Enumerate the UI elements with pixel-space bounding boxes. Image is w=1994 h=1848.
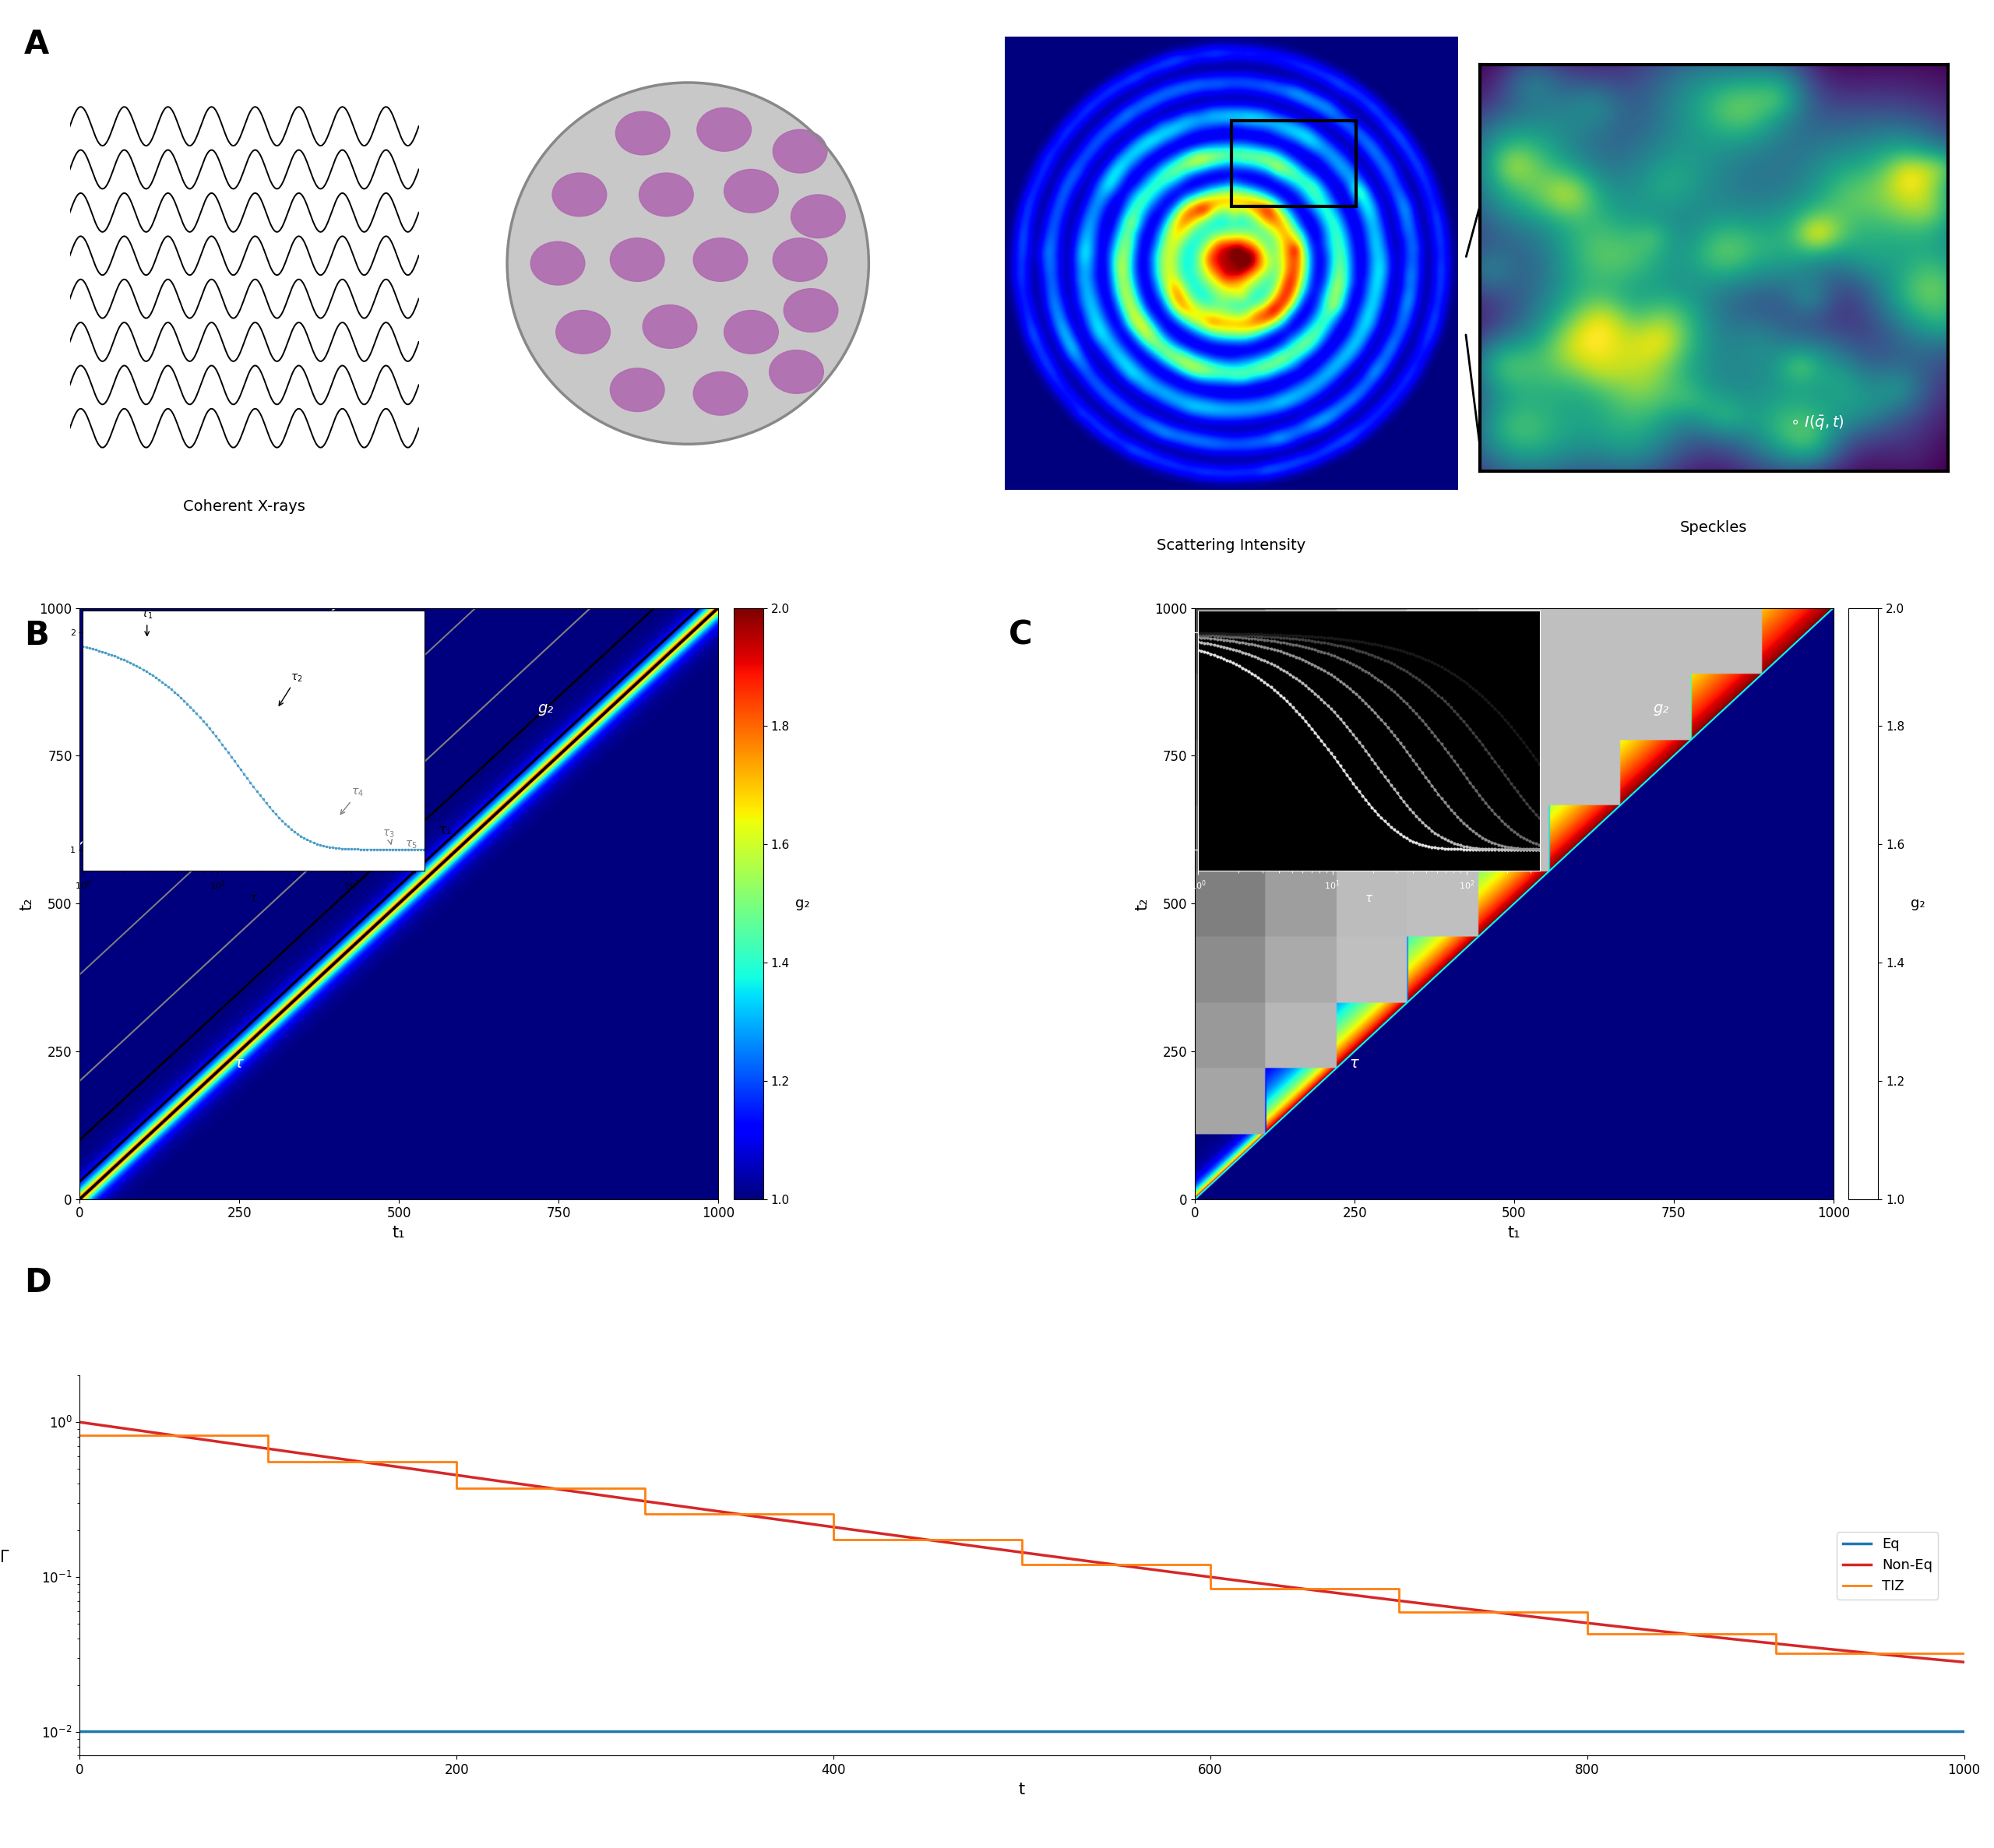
Ellipse shape [724, 310, 778, 353]
Eq [983, 1720, 1007, 1743]
Text: τ₁: τ₁ [439, 822, 453, 837]
Ellipse shape [792, 194, 845, 238]
Text: D: D [24, 1266, 52, 1299]
Ellipse shape [698, 107, 752, 152]
Ellipse shape [784, 288, 837, 333]
Ellipse shape [640, 174, 694, 216]
TIZ [445, 1477, 469, 1499]
TIZ [257, 1425, 281, 1447]
Ellipse shape [724, 170, 778, 213]
Text: C: C [1009, 619, 1033, 652]
Eq [68, 1720, 92, 1743]
Ellipse shape [616, 111, 670, 155]
Non-Eq [164, 1425, 187, 1447]
TIZ [1198, 1554, 1222, 1576]
TIZ [822, 1502, 845, 1525]
TIZ [822, 1528, 845, 1550]
Line: TIZ: TIZ [80, 1436, 1964, 1654]
Y-axis label: t₂: t₂ [20, 896, 36, 909]
Text: g₂: g₂ [538, 700, 554, 715]
Non-Eq [983, 1538, 1007, 1560]
Legend: Eq, Non-Eq, TIZ: Eq, Non-Eq, TIZ [1836, 1532, 1938, 1599]
Eq [933, 1720, 957, 1743]
TIZ [445, 1451, 469, 1473]
X-axis label: t₁: t₁ [1507, 1225, 1521, 1240]
Non-Eq [933, 1532, 957, 1554]
TIZ [257, 1451, 281, 1473]
Ellipse shape [642, 305, 698, 347]
Text: τ₃: τ₃ [377, 780, 389, 795]
Y-axis label: g₂: g₂ [1910, 896, 1924, 911]
Ellipse shape [552, 174, 606, 216]
Text: Scattering Intensity: Scattering Intensity [1157, 538, 1306, 553]
Line: Non-Eq: Non-Eq [80, 1423, 1964, 1661]
Non-Eq [1896, 1647, 1920, 1669]
Text: $\tau$: $\tau$ [1350, 1055, 1360, 1070]
Ellipse shape [774, 129, 828, 174]
Text: τ₄: τ₄ [309, 736, 323, 750]
TIZ [1011, 1528, 1035, 1550]
TIZ [1575, 1623, 1599, 1645]
TIZ [1388, 1600, 1412, 1623]
TIZ [634, 1477, 658, 1499]
TIZ [1952, 1643, 1976, 1665]
Text: Coherent X-rays: Coherent X-rays [183, 499, 305, 514]
Bar [1232, 120, 1356, 207]
TIZ [634, 1502, 658, 1525]
Non-Eq [1551, 1610, 1575, 1632]
TIZ [68, 1425, 92, 1447]
X-axis label: t: t [1019, 1781, 1025, 1796]
Text: Speckles: Speckles [1681, 519, 1747, 534]
Ellipse shape [774, 238, 828, 281]
TIZ [1388, 1578, 1412, 1600]
TIZ [1011, 1554, 1035, 1576]
Text: B: B [24, 619, 48, 652]
Ellipse shape [694, 371, 748, 416]
TIZ [1765, 1643, 1789, 1665]
Eq [1898, 1720, 1922, 1743]
Non-Eq [1898, 1647, 1922, 1669]
Ellipse shape [610, 238, 664, 281]
Eq [1896, 1720, 1920, 1743]
Ellipse shape [530, 242, 584, 285]
Circle shape [506, 83, 869, 444]
Text: τ₅: τ₅ [227, 682, 241, 695]
Ellipse shape [556, 310, 610, 353]
Ellipse shape [610, 368, 664, 412]
TIZ [1575, 1600, 1599, 1623]
Eq [164, 1720, 187, 1743]
Text: g₂: g₂ [1653, 700, 1669, 715]
X-axis label: t₁: t₁ [393, 1225, 405, 1240]
Y-axis label: t₂: t₂ [1135, 896, 1151, 909]
Text: τ₂: τ₂ [413, 806, 427, 821]
Text: $\tau$: $\tau$ [233, 1055, 245, 1070]
TIZ [1765, 1623, 1789, 1645]
Y-axis label: Γ: Γ [0, 1550, 8, 1565]
TIZ [1198, 1578, 1222, 1600]
Eq [1952, 1720, 1976, 1743]
Text: A: A [24, 28, 50, 61]
Eq [1551, 1720, 1575, 1743]
Y-axis label: g₂: g₂ [796, 896, 810, 911]
Non-Eq [68, 1412, 92, 1434]
Ellipse shape [770, 349, 824, 394]
Text: $\circ\ I(\bar{q},t)$: $\circ\ I(\bar{q},t)$ [1791, 414, 1844, 431]
Non-Eq [1952, 1650, 1976, 1672]
Ellipse shape [694, 238, 748, 281]
